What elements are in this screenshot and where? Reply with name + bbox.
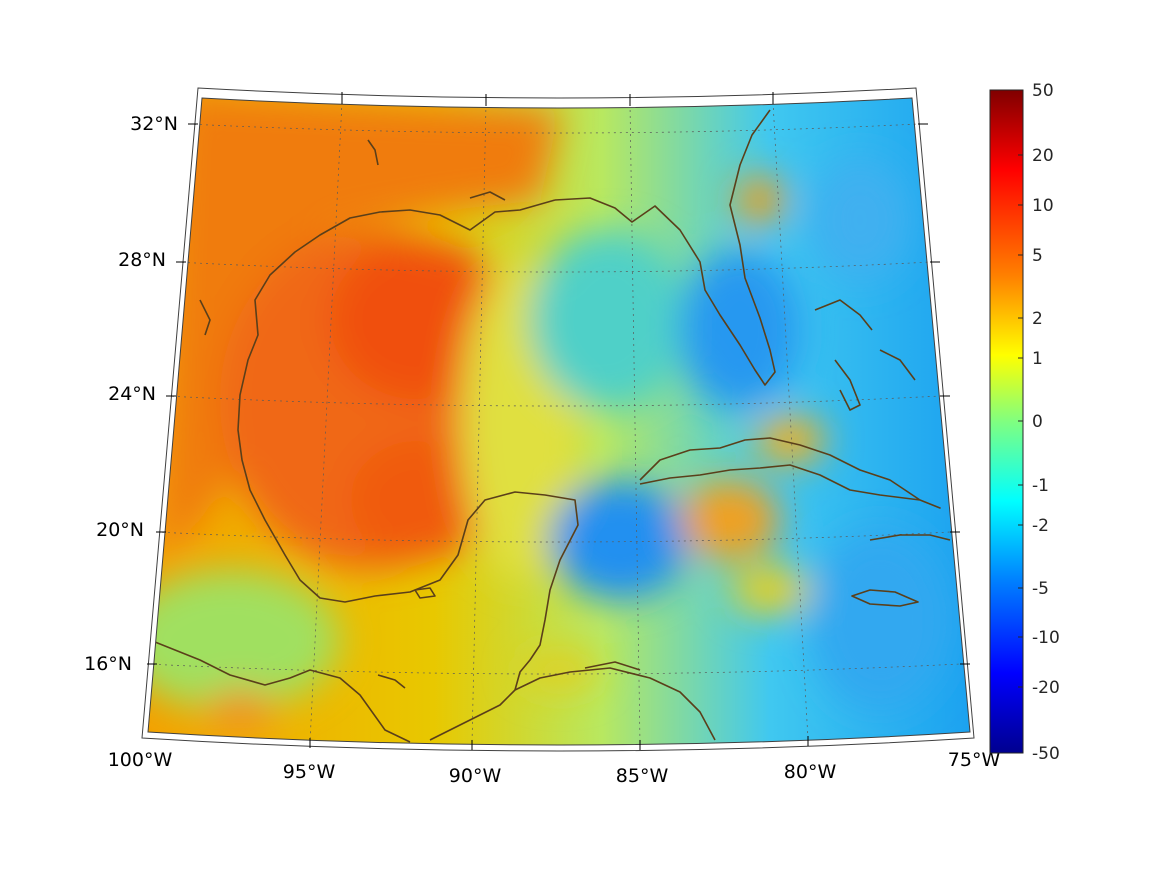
map-frame <box>147 97 971 746</box>
colorbar-tick-label: 20 <box>1032 146 1054 166</box>
lon-label-80w: 80°W <box>784 761 837 783</box>
lon-label-75w: 75°W <box>948 749 1001 771</box>
lat-label-20n: 20°N <box>96 519 144 541</box>
colorbar-tick-label: 50 <box>1032 81 1054 101</box>
colorbar-tick-label: -10 <box>1032 628 1060 648</box>
colorbar-tick-label: -5 <box>1032 579 1049 599</box>
lat-label-28n: 28°N <box>118 249 166 271</box>
colorbar-tick-label: 2 <box>1032 309 1043 329</box>
colorbar-tick-label: -1 <box>1032 476 1049 496</box>
data-field <box>148 98 970 745</box>
colorbar-tick-label: -20 <box>1032 678 1060 698</box>
coastlines <box>154 109 951 743</box>
colorbar-tick-label: 1 <box>1032 349 1043 369</box>
lon-label-100w: 100°W <box>108 749 173 771</box>
lat-label-24n: 24°N <box>108 383 156 405</box>
colorbar-tick-label: -2 <box>1032 516 1049 536</box>
lat-label-16n: 16°N <box>84 653 132 675</box>
lon-label-90w: 90°W <box>449 765 502 787</box>
map-frame-outer <box>141 87 975 752</box>
colorbar-tick-label: 10 <box>1032 196 1054 216</box>
colorbar-tick-label: 5 <box>1032 246 1043 266</box>
colorbar-tick-label: -50 <box>1032 744 1060 764</box>
axis-ticks <box>147 92 970 750</box>
lon-label-85w: 85°W <box>616 765 669 787</box>
colorbar-tick-label: 0 <box>1032 412 1043 432</box>
colorbar: 50 20 10 5 2 1 0 -1 -2 -5 -10 -20 -50 <box>989 81 1060 764</box>
lat-label-32n: 32°N <box>130 113 178 135</box>
lon-label-95w: 95°W <box>283 761 336 783</box>
